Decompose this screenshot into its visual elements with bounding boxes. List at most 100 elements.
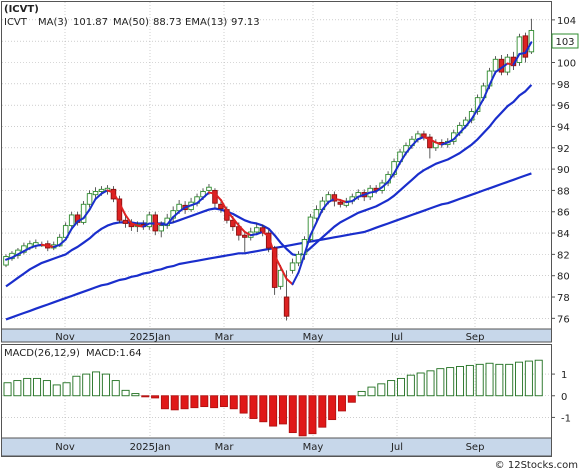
ma3-segment: [196, 196, 205, 205]
macd-bar-negative: [288, 395, 297, 434]
candle-body-down: [122, 219, 129, 224]
ma3-segment: [237, 224, 246, 233]
ma3-segment: [470, 108, 479, 120]
ma3-segment: [130, 222, 139, 227]
price-y-tick-label: 100: [557, 58, 576, 69]
price-y-tick-label: 76: [557, 314, 570, 325]
ma3-segment: [142, 222, 151, 228]
ma3-segment: [458, 125, 467, 134]
ma3-segment: [387, 172, 396, 183]
ma3-segment: [428, 138, 437, 144]
ema13-polyline: [5, 84, 533, 288]
price-y-tick-label: 104: [557, 16, 576, 27]
macd-bar-positive: [72, 375, 81, 397]
ma3-line: [5, 41, 533, 286]
chart-title: (ICVT): [4, 4, 39, 15]
ma3-segment: [172, 210, 181, 219]
ma3-segment: [339, 199, 348, 204]
ma3-segment: [207, 191, 216, 195]
candle: [427, 133, 433, 159]
ma50-value: 88.73: [153, 17, 182, 28]
ma3-segment: [351, 195, 360, 203]
candle-body-up: [492, 58, 499, 72]
macd-bar-positive: [485, 362, 494, 397]
ma3-segment: [178, 206, 187, 213]
macd-bar-positive: [121, 389, 130, 397]
price-x-tick-label: Nov: [55, 332, 75, 343]
ma3-segment: [416, 136, 425, 141]
ma3-segment: [285, 277, 294, 286]
macd-x-tick-label: May: [303, 442, 324, 453]
ma3-segment: [52, 243, 61, 248]
macd-bar-negative: [259, 395, 268, 423]
ma3-segment: [410, 138, 419, 147]
price-y-axis: 767880828486889092949698100102104: [551, 16, 576, 325]
price-y-tick-label: 98: [557, 80, 570, 91]
candle-body-up: [253, 227, 260, 233]
candle-body-down: [331, 194, 338, 202]
ma3-segment: [88, 197, 97, 211]
macd-x-tick-label: Nov: [55, 442, 75, 453]
candle: [80, 201, 87, 225]
ma3-segment: [393, 161, 402, 175]
macd-bar-positive: [377, 383, 386, 397]
ma3-segment: [452, 131, 461, 141]
macd-bar-positive: [397, 377, 405, 397]
candle-body-down: [242, 234, 248, 238]
price-y-tick-label: 82: [557, 250, 570, 261]
footer-watermark: © 12Stocks.com: [495, 460, 578, 471]
macd-histogram: [3, 359, 543, 437]
ma3-segment: [446, 138, 455, 144]
ma3-segment: [231, 217, 240, 227]
price-tag: 103: [555, 37, 574, 48]
candle-body-down: [218, 203, 224, 209]
candle: [516, 33, 523, 66]
ma3-segment: [94, 192, 103, 200]
macd-bar-positive: [495, 363, 504, 397]
ma3-segment: [464, 117, 473, 128]
macd-bar-negative: [239, 395, 248, 414]
macd-bar-negative: [337, 395, 346, 412]
ma3-segment: [267, 235, 276, 257]
price-y-tick-label: 94: [557, 122, 570, 133]
macd-title: MACD(26,12,9): [4, 348, 80, 359]
macd-x-tick-label: Jul: [390, 442, 403, 453]
ma3-segment: [375, 186, 384, 193]
macd-bar-positive: [23, 377, 32, 397]
macd-bar-positive: [524, 360, 533, 397]
candle-body-up: [62, 225, 69, 238]
macd-bar-positive: [131, 393, 140, 397]
macd-bar-positive: [406, 374, 415, 397]
ma3-segment: [482, 83, 491, 100]
ma3-segment: [106, 189, 115, 194]
ma3-segment: [124, 213, 133, 225]
macd-bar-positive: [505, 363, 514, 397]
macd-bar-positive: [367, 386, 376, 397]
macd-bar-negative: [170, 395, 179, 411]
candle: [68, 211, 75, 229]
price-y-tick-label: 90: [557, 165, 570, 176]
ma50-label: MA(50): [113, 17, 149, 28]
ma3-segment: [166, 216, 175, 226]
macd-bar-positive: [33, 377, 42, 397]
macd-y-tick-label: 0: [561, 392, 567, 403]
candle-body-up: [146, 214, 153, 228]
price-x-tick-label: Mar: [215, 332, 235, 343]
macd-x-tick-label: Mar: [215, 442, 235, 453]
candle-body-up: [277, 269, 284, 287]
ma3-segment: [76, 217, 85, 223]
ma3-segment: [404, 144, 413, 155]
macd-bar-negative: [278, 395, 287, 425]
candle-body-up: [516, 36, 523, 63]
ma3-segment: [118, 202, 127, 216]
ma3-segment: [184, 204, 193, 209]
macd-bar-negative: [269, 395, 278, 427]
macd-bar-negative: [210, 395, 219, 409]
macd-bar-positive: [101, 373, 110, 397]
macd-bar-negative: [347, 395, 356, 403]
candle: [242, 230, 248, 253]
macd-bar-positive: [456, 366, 465, 397]
ma3-segment: [506, 62, 515, 66]
ma3-segment: [512, 52, 521, 66]
candle: [522, 32, 529, 63]
